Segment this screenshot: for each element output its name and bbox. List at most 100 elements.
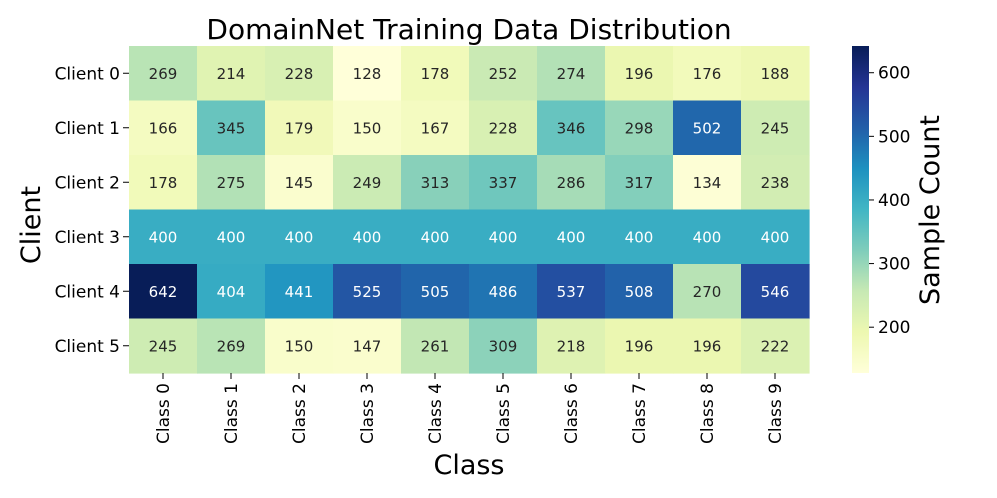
cell-value-label: 128	[353, 65, 382, 83]
heatmap-cell	[265, 264, 334, 320]
heatmap-cell	[469, 100, 538, 156]
heatmap-cell	[197, 100, 266, 156]
x-tick-label: Class 9	[766, 383, 786, 444]
heatmap-cell	[605, 46, 674, 102]
heatmap-cell	[673, 155, 742, 211]
heatmap-cell	[605, 209, 674, 265]
cell-value-label: 400	[489, 228, 518, 246]
heatmap-cell	[265, 46, 334, 102]
cell-value-label: 317	[625, 174, 654, 192]
x-tick-label: Class 7	[630, 383, 650, 444]
cell-value-label: 145	[285, 174, 314, 192]
heatmap-cell	[401, 155, 470, 211]
cell-value-label: 400	[761, 228, 790, 246]
y-tick-label: Client 5	[55, 337, 120, 357]
cell-value-label: 298	[625, 119, 654, 137]
heatmap-cell	[265, 155, 334, 211]
cell-value-label: 166	[149, 119, 178, 137]
cell-value-label: 196	[625, 337, 654, 355]
cell-value-label: 400	[149, 228, 178, 246]
cell-value-label: 238	[761, 174, 790, 192]
heatmap-cell	[129, 318, 198, 374]
cell-value-label: 178	[421, 65, 450, 83]
colorbar-label: Sample Count	[915, 115, 946, 305]
y-tick-label: Client 0	[55, 64, 120, 84]
heatmap-cell	[469, 155, 538, 211]
x-tick-label: Class 0	[154, 383, 174, 444]
colorbar-tick-label: 500	[878, 127, 910, 147]
heatmap-cell	[537, 100, 606, 156]
cell-value-label: 404	[217, 283, 246, 301]
heatmap-cell	[741, 100, 810, 156]
cell-value-label: 309	[489, 337, 518, 355]
cell-value-label: 400	[421, 228, 450, 246]
cell-value-label: 261	[421, 337, 450, 355]
heatmap-cell	[537, 264, 606, 320]
heatmap-cell	[197, 264, 266, 320]
heatmap-cell	[741, 264, 810, 320]
cell-value-label: 269	[217, 337, 246, 355]
cell-value-label: 134	[693, 174, 722, 192]
cell-value-label: 176	[693, 65, 722, 83]
x-tick-label: Class 6	[562, 383, 582, 444]
chart-title: DomainNet Training Data Distribution	[206, 13, 731, 46]
heatmap-cell	[129, 209, 198, 265]
colorbar	[852, 46, 869, 373]
cell-value-label: 228	[285, 65, 314, 83]
y-tick-label: Client 1	[55, 119, 120, 139]
cell-value-label: 525	[353, 283, 382, 301]
cell-value-label: 508	[625, 283, 654, 301]
heatmap-cell	[673, 264, 742, 320]
heatmap-cells: 269 214 228 128 178 252 274 196 176 188 166 345 179 1…	[129, 46, 810, 374]
heatmap-cell	[469, 264, 538, 320]
cell-value-label: 275	[217, 174, 246, 192]
heatmap-cell	[673, 209, 742, 265]
cell-value-label: 486	[489, 283, 518, 301]
colorbar-tick-label: 200	[878, 318, 910, 338]
heatmap-cell	[469, 46, 538, 102]
heatmap-cell	[673, 100, 742, 156]
cell-value-label: 274	[557, 65, 586, 83]
y-tick-labels: Client 0 Client 1 Client 2 Client 3 Client 4…	[55, 64, 129, 357]
cell-value-label: 400	[353, 228, 382, 246]
cell-value-label: 178	[149, 174, 178, 192]
heatmap-cell	[537, 318, 606, 374]
y-tick-label: Client 2	[55, 173, 120, 193]
cell-value-label: 546	[761, 283, 790, 301]
cell-value-label: 337	[489, 174, 518, 192]
cell-value-label: 245	[761, 119, 790, 137]
heatmap-cell	[469, 209, 538, 265]
cell-value-label: 214	[217, 65, 246, 83]
heatmap-cell	[197, 318, 266, 374]
heatmap-cell	[265, 209, 334, 265]
cell-value-label: 188	[761, 65, 790, 83]
heatmap-cell	[333, 100, 402, 156]
x-tick-labels: Class 0 Class 1 Class 2 Class 3 Class 4 Class…	[154, 373, 786, 444]
colorbar-tick-label: 400	[878, 191, 910, 211]
heatmap-cell	[129, 100, 198, 156]
heatmap-cell	[401, 46, 470, 102]
cell-value-label: 150	[353, 119, 382, 137]
cell-value-label: 400	[285, 228, 314, 246]
cell-value-label: 196	[693, 337, 722, 355]
heatmap-cell	[401, 264, 470, 320]
heatmap-cell	[741, 209, 810, 265]
cell-value-label: 400	[217, 228, 246, 246]
x-tick-label: Class 2	[290, 383, 310, 444]
cell-value-label: 537	[557, 283, 586, 301]
cell-value-label: 505	[421, 283, 450, 301]
colorbar-tick-label: 300	[878, 255, 910, 275]
cell-value-label: 196	[625, 65, 654, 83]
cell-value-label: 400	[693, 228, 722, 246]
cell-value-label: 147	[353, 337, 382, 355]
cell-value-label: 269	[149, 65, 178, 83]
heatmap-cell	[129, 264, 198, 320]
heatmap-cell	[333, 264, 402, 320]
heatmap-cell	[605, 100, 674, 156]
heatmap-cell	[673, 46, 742, 102]
cell-value-label: 167	[421, 119, 450, 137]
heatmap-cell	[605, 318, 674, 374]
heatmap-cell	[197, 46, 266, 102]
x-tick-label: Class 4	[426, 383, 446, 444]
heatmap-cell	[741, 155, 810, 211]
